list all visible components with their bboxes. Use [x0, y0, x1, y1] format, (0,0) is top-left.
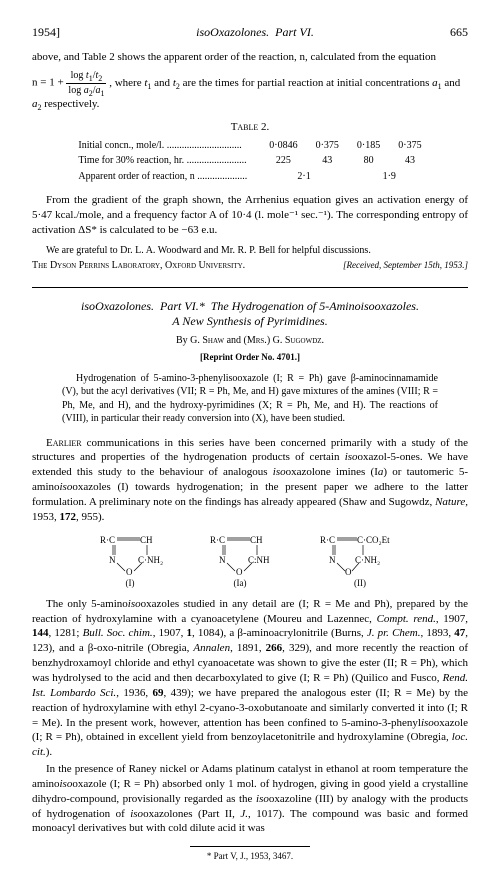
- svg-text:N: N: [219, 555, 226, 565]
- running-header: 1954] isoOxazolones. Part VI. 665: [32, 24, 468, 40]
- svg-text:N: N: [329, 555, 336, 565]
- structure-i: R·C CH N C·NH₂ O (I): [95, 533, 165, 589]
- affiliation-line: The Dyson Perrins Laboratory, Oxford Uni…: [32, 259, 468, 273]
- table-title: Table 2.: [32, 120, 468, 135]
- received-date: [Received, September 15th, 1953.]: [343, 259, 468, 271]
- intro-paragraph: above, and Table 2 shows the apparent or…: [32, 50, 468, 65]
- svg-text:CH: CH: [250, 535, 263, 545]
- arrhenius-paragraph: From the gradient of the graph shown, th…: [32, 193, 468, 238]
- svg-text:C·CO₂Et: C·CO₂Et: [357, 535, 390, 545]
- table-row: Apparent order of reaction, n ..........…: [70, 170, 429, 184]
- svg-text:CH: CH: [140, 535, 153, 545]
- equation: n = 1 + log t1/t2 log a2/a1 , where t1 a…: [32, 69, 468, 112]
- svg-text:R·C: R·C: [100, 535, 115, 545]
- header-year: 1954]: [32, 24, 60, 40]
- svg-text:R·C: R·C: [320, 535, 335, 545]
- header-title: isoOxazolones. Part VI.: [196, 24, 314, 40]
- article-title: isoOxazolones. Part VI.* The Hydrogenati…: [32, 299, 468, 330]
- svg-text:O: O: [236, 567, 243, 575]
- chemical-structures: R·C CH N C·NH₂ O (I) R·C CH N C:NH: [32, 533, 468, 589]
- data-table: Initial concn., mole/l. ................…: [68, 137, 431, 186]
- structure-ii: R·C C·CO₂Et N C·NH₂ O (II): [315, 533, 405, 589]
- body-paragraph: Earlier communications in this series ha…: [32, 436, 468, 525]
- structure-ia: R·C CH N C:NH O (Ia): [205, 533, 275, 589]
- abstract: Hydrogenation of 5-amino-3-phenylisooxaz…: [62, 372, 438, 426]
- page-number: 665: [450, 24, 468, 40]
- body-paragraph: In the presence of Raney nickel or Adams…: [32, 762, 468, 836]
- authors: By G. Shaw and (Mrs.) G. Sugowdz.: [32, 334, 468, 348]
- laboratory: The Dyson Perrins Laboratory, Oxford Uni…: [32, 260, 245, 271]
- svg-text:O: O: [126, 567, 133, 575]
- reprint-number: [Reprint Order No. 4701.]: [32, 351, 468, 363]
- svg-text:R·C: R·C: [210, 535, 225, 545]
- svg-text:N: N: [109, 555, 116, 565]
- acknowledgement: We are grateful to Dr. L. A. Woodward an…: [32, 244, 468, 258]
- svg-text:O: O: [345, 567, 352, 575]
- body-paragraph: The only 5-aminoisooxazoles studied in a…: [32, 597, 468, 760]
- table-row: Initial concn., mole/l. ................…: [70, 139, 429, 153]
- table-row: Time for 30% reaction, hr. .............…: [70, 154, 429, 168]
- footnote: * Part V, J., 1953, 3467.: [190, 846, 310, 862]
